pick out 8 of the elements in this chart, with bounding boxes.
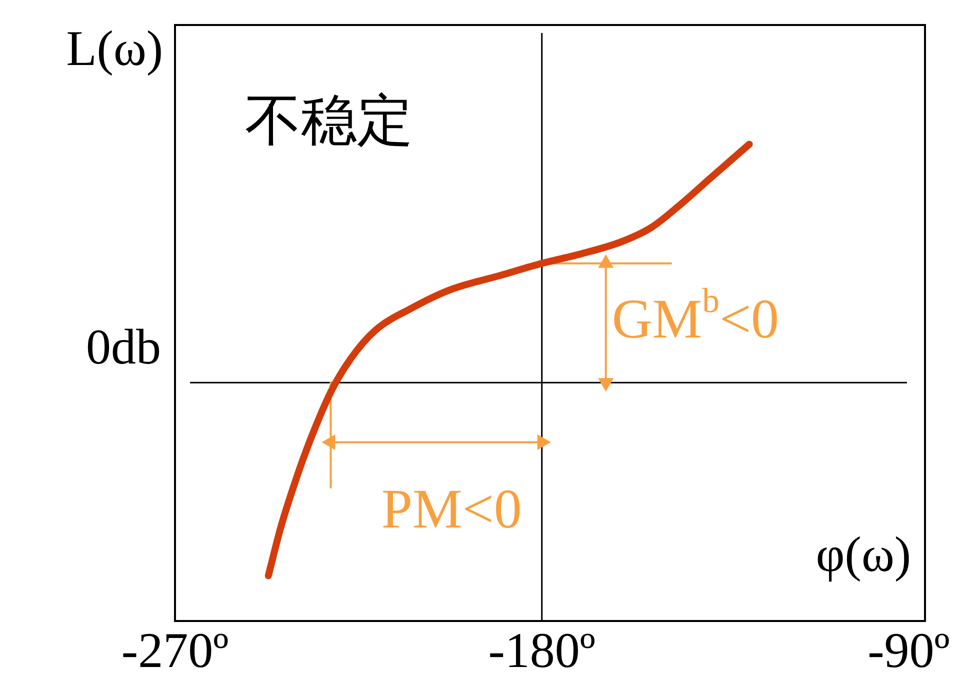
annotation: 不稳定	[245, 90, 413, 153]
x-tick-label: -90º	[868, 622, 950, 678]
x-axis-title: φ(ω)	[816, 526, 912, 582]
y-axis-title: L(ω)	[66, 20, 164, 76]
x-tick-label: -270º	[121, 622, 229, 678]
text: 0db	[86, 318, 161, 375]
x-tick-label: -180º	[488, 622, 596, 678]
annotation: PM<0	[381, 478, 522, 540]
